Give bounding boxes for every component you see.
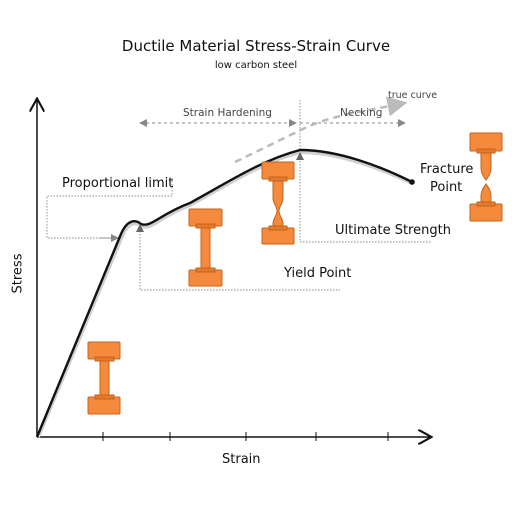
proportional-limit-label: Proportional limit	[62, 176, 174, 191]
guide-lines	[46, 155, 432, 291]
ultimate-strength-label: Ultimate Strength	[335, 223, 451, 238]
stress-strain-curve	[35, 148, 413, 438]
specimen-fractured-icon	[469, 132, 503, 222]
yield-point-label: Yield Point	[284, 266, 352, 281]
true-curve-label: true curve	[388, 90, 438, 101]
y-axis-label: Stress	[10, 253, 26, 294]
fracture-point-marker	[409, 179, 415, 185]
necking-label: Necking	[340, 107, 383, 119]
fracture-point-label-line1: Fracture	[420, 162, 474, 177]
diagram-title: Ductile Material Stress-Strain Curve	[121, 37, 391, 55]
specimen-necking-icon	[261, 161, 295, 245]
yield-point-marker	[136, 224, 144, 232]
specimen-yield-icon	[188, 208, 223, 287]
ultimate-strength-marker	[296, 152, 304, 160]
true-curve	[234, 96, 408, 164]
diagram-subtitle: low carbon steel	[214, 60, 298, 71]
x-axis-label: Strain	[222, 452, 261, 467]
fracture-point-label-line2: Point	[430, 180, 463, 195]
curve-shadow	[36, 149, 413, 438]
x-axis-ticks	[102, 432, 389, 441]
specimen-unloaded-icon	[87, 341, 121, 415]
strain-hardening-label: Strain Hardening	[183, 107, 272, 119]
